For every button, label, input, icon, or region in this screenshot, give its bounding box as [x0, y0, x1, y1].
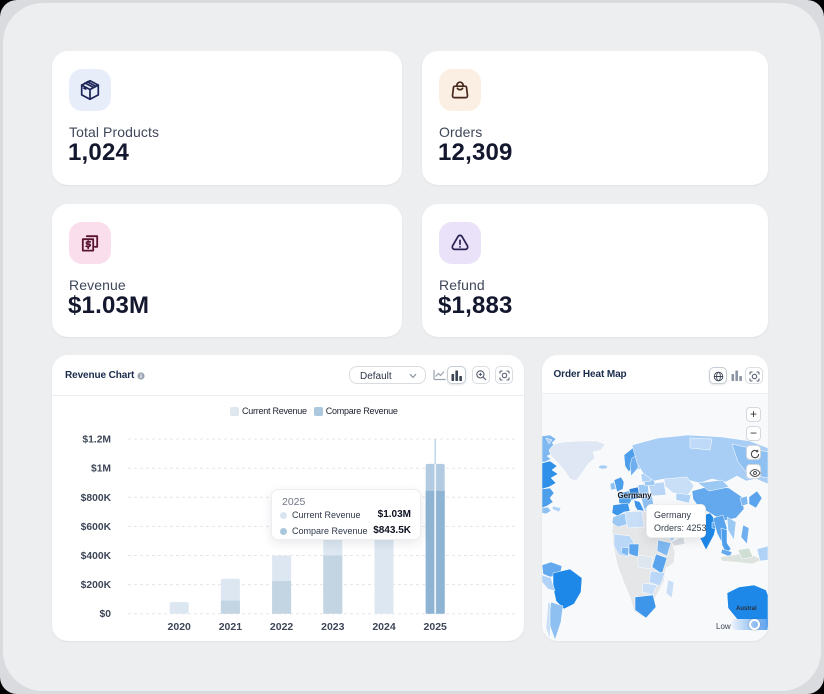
- svg-text:2023: 2023: [321, 621, 345, 633]
- svg-text:2021: 2021: [219, 621, 243, 633]
- svg-text:$400K: $400K: [81, 551, 112, 562]
- svg-text:2022: 2022: [270, 621, 294, 633]
- svg-text:$0: $0: [100, 609, 112, 620]
- svg-text:$200K: $200K: [81, 580, 112, 591]
- svg-text:2020: 2020: [168, 621, 192, 633]
- svg-text:2024: 2024: [372, 621, 396, 633]
- svg-text:$800K: $800K: [81, 493, 112, 504]
- svg-text:$600K: $600K: [81, 522, 112, 533]
- svg-text:$1.2M: $1.2M: [82, 435, 111, 446]
- svg-text:$1M: $1M: [91, 464, 111, 475]
- svg-text:2025: 2025: [424, 621, 448, 633]
